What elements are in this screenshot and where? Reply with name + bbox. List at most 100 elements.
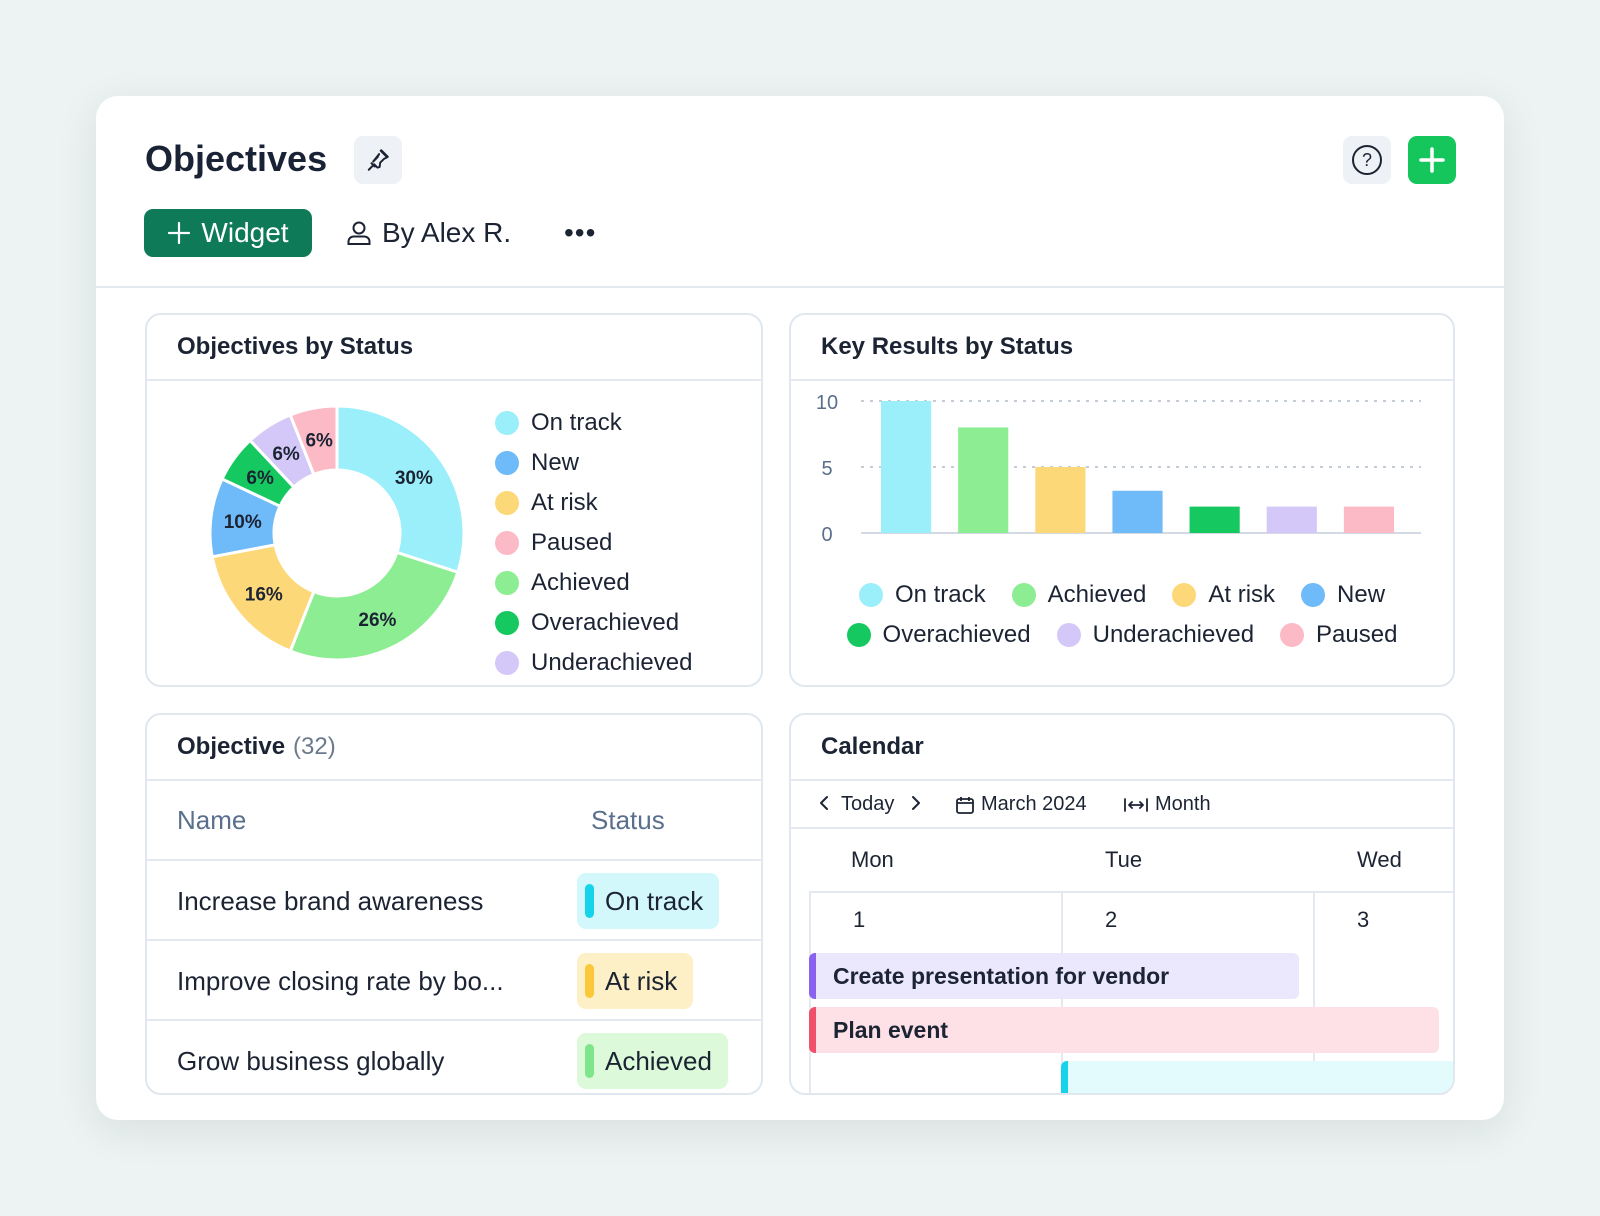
- view-label: Month: [1155, 793, 1211, 815]
- legend-dot: [495, 571, 519, 595]
- event-partial[interactable]: [1061, 1061, 1453, 1093]
- next-period-button[interactable]: [909, 793, 923, 813]
- legend-dot: [495, 411, 519, 435]
- legend-dot: [846, 623, 871, 647]
- status-badge: Achieved: [577, 1033, 728, 1089]
- legend-item-at-risk: At risk: [495, 483, 692, 523]
- bar-at-risk[interactable]: [1035, 467, 1086, 533]
- bar-underachieved[interactable]: [1266, 506, 1317, 533]
- panel-title: Calendar: [791, 715, 1453, 781]
- column-header-status[interactable]: Status: [591, 805, 665, 835]
- day-number-1[interactable]: 1: [853, 907, 866, 932]
- legend-dot: [495, 651, 519, 675]
- pin-icon: [367, 149, 389, 171]
- calendar-icon: [956, 796, 974, 814]
- legend-item-new: New: [1301, 581, 1385, 609]
- legend-dot: [495, 611, 519, 635]
- owner-label: By Alex R.: [382, 217, 512, 248]
- chevron-left-icon: [820, 796, 828, 810]
- table-row[interactable]: Grow business globally Achieved: [147, 1021, 761, 1093]
- month-picker[interactable]: March 2024: [955, 793, 1087, 816]
- legend-item-achieved: Achieved: [495, 563, 692, 603]
- more-options-button[interactable]: •••: [564, 217, 597, 248]
- bar-new[interactable]: [1112, 490, 1163, 533]
- legend-item-achieved: Achieved: [1011, 581, 1146, 609]
- y-tick-label: 0: [821, 524, 832, 546]
- legend-item-paused: Paused: [495, 523, 692, 563]
- add-widget-label: Widget: [201, 217, 289, 248]
- objective-name[interactable]: Increase brand awareness: [177, 886, 484, 916]
- panel-title: Objectives by Status: [147, 315, 761, 381]
- table-header: Name Status: [147, 781, 761, 861]
- add-widget-button[interactable]: Widget: [144, 209, 312, 257]
- view-selector[interactable]: Month: [1123, 793, 1211, 816]
- legend-dot: [495, 531, 519, 555]
- key-results-legend-row-1: On track Achieved At risk New: [791, 581, 1453, 609]
- month-label: March 2024: [981, 793, 1087, 815]
- event-create-presentation[interactable]: Create presentation for vendor: [809, 953, 1299, 999]
- help-circle-icon: ?: [1352, 145, 1382, 175]
- event-plan-event[interactable]: Plan event: [809, 1007, 1439, 1053]
- bar-overachieved[interactable]: [1189, 506, 1240, 533]
- dashboard-header: Objectives ? Widget: [96, 96, 1504, 288]
- bar-paused[interactable]: [1343, 506, 1394, 533]
- day-number-3[interactable]: 3: [1357, 907, 1370, 932]
- objective-count: (32): [293, 733, 336, 760]
- y-tick-label: 10: [816, 393, 838, 414]
- donut-label: 6%: [272, 444, 300, 465]
- add-button[interactable]: [1408, 136, 1456, 184]
- arrows-horizontal-icon: [1124, 797, 1148, 812]
- calendar-panel: Calendar Today March 2024 Month Mon Tue …: [789, 713, 1455, 1095]
- legend-item-overachieved: Overachieved: [846, 621, 1031, 649]
- key-results-by-status-panel: Key Results by Status 0 5 10 On track Achi…: [789, 313, 1455, 687]
- plus-icon: [1419, 147, 1445, 173]
- plus-icon: [168, 221, 191, 245]
- legend-item-at-risk: At risk: [1172, 581, 1275, 609]
- legend-item-paused: Paused: [1280, 621, 1397, 649]
- objective-list-title: Objective: [177, 733, 286, 760]
- legend-item-on-track: On track: [495, 403, 692, 443]
- table-row[interactable]: Increase brand awareness On track: [147, 861, 761, 941]
- day-name-wed: Wed: [1357, 847, 1402, 872]
- objectives-by-status-panel: Objectives by Status 30% 26% 16% 10% 6% 6% 6% …: [145, 313, 763, 687]
- objective-name[interactable]: Grow business globally: [177, 1046, 445, 1076]
- legend-dot: [1301, 583, 1326, 607]
- y-tick-label: 5: [821, 458, 832, 480]
- objectives-dashboard-card: Objectives ? Widget: [96, 96, 1504, 1120]
- objective-name[interactable]: Improve closing rate by bo...: [177, 966, 504, 996]
- legend-item-new: New: [495, 443, 692, 483]
- donut-slice-achieved[interactable]: [288, 550, 460, 662]
- pin-button[interactable]: [354, 136, 402, 184]
- svg-text:?: ?: [1362, 150, 1372, 170]
- legend-item-underachieved: Underachieved: [1056, 621, 1254, 649]
- donut-label: 30%: [395, 468, 433, 489]
- legend-item-on-track: On track: [858, 581, 986, 609]
- column-header-name[interactable]: Name: [177, 805, 247, 835]
- legend-dot: [495, 451, 519, 475]
- help-button[interactable]: ?: [1343, 136, 1391, 184]
- day-name-mon: Mon: [851, 847, 894, 872]
- panel-title: Key Results by Status: [791, 315, 1453, 381]
- donut-label: 10%: [224, 512, 262, 533]
- today-button[interactable]: Today: [841, 793, 895, 815]
- donut-label: 26%: [358, 610, 396, 631]
- legend-dot: [1011, 583, 1036, 607]
- table-row[interactable]: Improve closing rate by bo... At risk: [147, 941, 761, 1021]
- owner-filter[interactable]: By Alex R.: [346, 212, 511, 254]
- objectives-donut-chart: 30%26%16%10%6%6%6%: [208, 404, 466, 662]
- legend-dot: [1280, 623, 1305, 647]
- day-name-tue: Tue: [1105, 847, 1143, 872]
- legend-item-underachieved: Underachieved: [495, 643, 692, 683]
- donut-label: 6%: [305, 431, 333, 452]
- prev-period-button[interactable]: [817, 793, 831, 813]
- grid-line: [1313, 893, 1315, 1093]
- donut-label: 6%: [246, 468, 274, 489]
- bar-on-track[interactable]: [881, 401, 932, 533]
- bar-achieved[interactable]: [958, 427, 1009, 533]
- donut-slice-on-track[interactable]: [335, 404, 466, 575]
- status-badge: On track: [577, 873, 720, 929]
- key-results-legend-row-2: Overachieved Underachieved Paused: [791, 621, 1453, 649]
- user-icon: [347, 221, 371, 245]
- donut-slice-paused[interactable]: [288, 404, 339, 477]
- day-number-2[interactable]: 2: [1105, 907, 1118, 932]
